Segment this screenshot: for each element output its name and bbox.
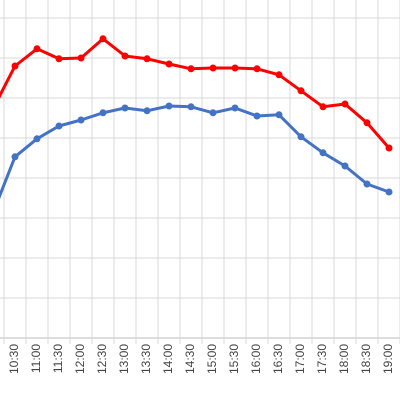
data-point (11, 62, 19, 70)
data-point (297, 87, 305, 95)
x-tick-label: 10:30 (7, 344, 21, 374)
x-tick-label: 18:00 (337, 344, 351, 374)
x-tick-label: 11:30 (51, 344, 65, 373)
x-tick-label: 15:00 (205, 344, 219, 374)
x-tick-label: 16:30 (271, 344, 285, 374)
x-tick-label: 13:00 (117, 344, 131, 374)
data-point (33, 135, 41, 143)
data-point (209, 109, 217, 117)
data-point (297, 133, 305, 141)
data-point (319, 103, 327, 111)
data-point (231, 104, 239, 112)
x-tick-label: 14:30 (183, 344, 197, 374)
plot-area (0, 35, 393, 200)
data-point (11, 153, 19, 161)
data-point (33, 45, 41, 53)
data-point (385, 188, 393, 196)
data-point (187, 103, 195, 111)
data-point (77, 116, 85, 124)
data-point (363, 180, 371, 188)
data-point (385, 144, 393, 152)
data-point (253, 112, 261, 120)
data-point (187, 65, 195, 73)
x-tick-label: 15:30 (227, 344, 241, 374)
x-tick-label: 12:30 (95, 344, 109, 374)
data-point (341, 100, 349, 108)
x-tick-label: 13:30 (139, 344, 153, 374)
x-tick-label: 19:00 (381, 344, 395, 374)
x-tick-label: 11:00 (29, 344, 43, 373)
data-point (275, 71, 283, 79)
data-point (165, 102, 173, 110)
grid (0, 0, 400, 344)
data-point (77, 54, 85, 62)
data-point (143, 55, 151, 63)
data-point (341, 162, 349, 170)
data-point (143, 107, 151, 115)
data-point (99, 35, 107, 43)
data-point (121, 104, 129, 112)
data-point (55, 55, 63, 63)
x-tick-label: 12:00 (73, 344, 87, 374)
x-tick-label: 18:30 (359, 344, 373, 374)
data-point (275, 111, 283, 119)
data-point (319, 149, 327, 157)
data-point (231, 64, 239, 72)
x-tick-label: 17:30 (315, 344, 329, 374)
x-tick-label: 16:00 (249, 344, 263, 374)
x-tick-label: 17:00 (293, 344, 307, 374)
data-point (253, 65, 261, 73)
data-point (121, 52, 129, 60)
data-point (363, 119, 371, 127)
data-point (99, 109, 107, 117)
data-point (55, 122, 63, 130)
data-point (165, 60, 173, 68)
series-line (0, 104, 390, 200)
series-line (0, 37, 391, 149)
x-tick-label: 14:00 (161, 344, 175, 374)
data-point (209, 64, 217, 72)
